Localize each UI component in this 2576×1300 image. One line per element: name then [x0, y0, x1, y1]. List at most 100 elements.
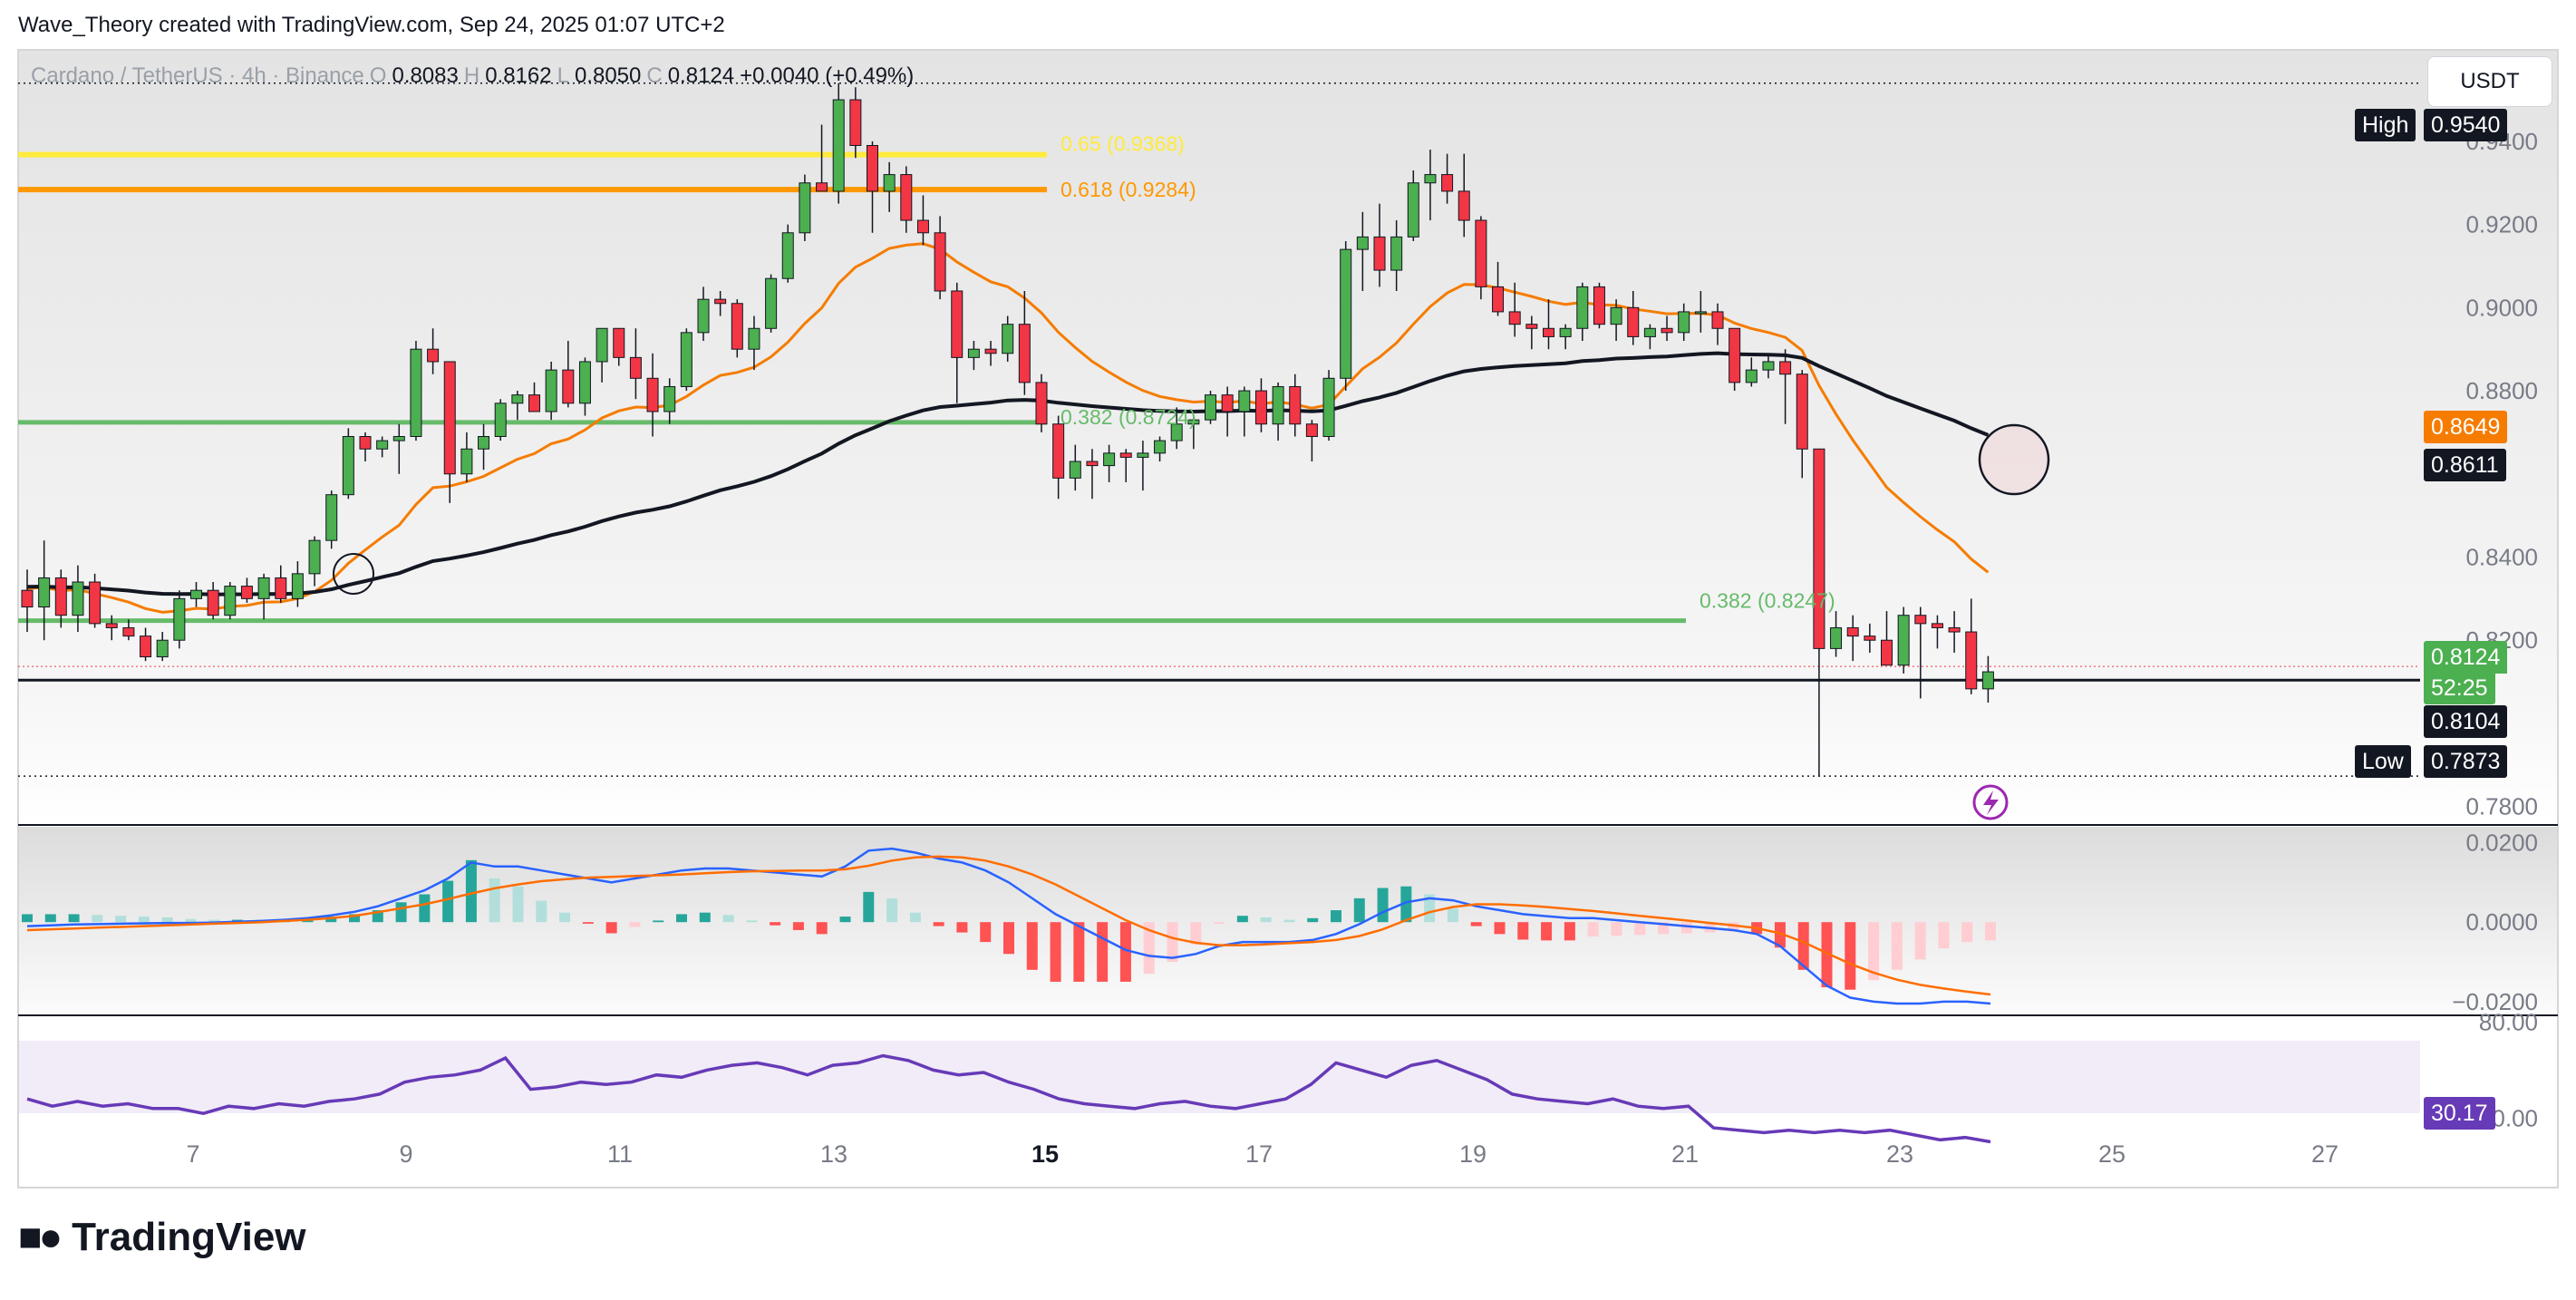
- time-axis-tick: 21: [1671, 1140, 1699, 1168]
- macd-histogram-bar: [1797, 922, 1809, 970]
- candle-body: [967, 348, 980, 358]
- candle-body: [1492, 286, 1505, 313]
- candle-body: [1018, 324, 1031, 383]
- macd-histogram-bar: [1353, 897, 1365, 923]
- candle-body: [478, 436, 490, 450]
- candle-body: [1069, 461, 1081, 479]
- macd-histogram-bar: [1470, 922, 1482, 926]
- candle-body: [1305, 423, 1318, 438]
- cross-circle-annotation: [333, 553, 374, 595]
- macd-histogram-bar: [1938, 922, 1950, 949]
- macd-histogram-bar: [746, 920, 758, 923]
- candle-body: [1729, 327, 1741, 383]
- macd-histogram-bar: [138, 917, 150, 923]
- price-pane-background: [18, 50, 2558, 823]
- candle-body: [951, 290, 964, 358]
- candle-body: [1238, 390, 1251, 412]
- macd-histogram-bar: [1914, 922, 1926, 960]
- candle-body: [1170, 423, 1183, 441]
- candle-body: [1593, 286, 1605, 325]
- candle-body: [275, 577, 287, 599]
- macd-histogram-bar: [489, 878, 500, 923]
- candle-body: [832, 99, 845, 192]
- candle-body: [1678, 311, 1690, 334]
- candle-body: [1052, 423, 1065, 479]
- macd-histogram-bar: [1143, 922, 1155, 975]
- macd-histogram-bar: [1119, 922, 1131, 982]
- candle-body: [1576, 286, 1589, 329]
- candle-body: [1864, 635, 1876, 641]
- fib-065-label: 0.65 (0.9368): [1060, 132, 1185, 156]
- macd-histogram-bar: [115, 916, 127, 923]
- macd-histogram-bar: [419, 894, 431, 923]
- candle-body: [1424, 174, 1437, 184]
- tradingview-logo-text: TradingView: [72, 1215, 306, 1259]
- candle-body: [410, 348, 422, 437]
- time-axis-tick: 7: [186, 1140, 199, 1168]
- candle-body: [1779, 361, 1792, 375]
- candle-body: [849, 99, 862, 146]
- open-label: O: [369, 63, 387, 88]
- fib-0382-upper-label: 0.382 (0.8724): [1060, 405, 1196, 429]
- candle-body: [443, 361, 456, 475]
- macd-histogram-bar: [1728, 922, 1739, 932]
- candle-body: [72, 581, 84, 616]
- candle-body: [1897, 615, 1910, 666]
- macd-histogram-bar: [1821, 922, 1833, 988]
- macd-histogram-bar: [1167, 922, 1178, 963]
- candle-body: [392, 436, 405, 441]
- macd-histogram-bar: [1774, 922, 1786, 948]
- symbol-title[interactable]: Cardano / TetherUS · 4h · Binance: [31, 63, 364, 88]
- candle-body: [714, 298, 727, 305]
- candle-body: [1931, 623, 1943, 628]
- candle-body: [54, 577, 67, 616]
- candle-body: [1154, 440, 1167, 454]
- rsi-line: [26, 1053, 1991, 1144]
- macd-histogram-bar: [161, 917, 173, 923]
- macd-histogram-bar: [676, 914, 687, 923]
- time-axis-tick: 25: [2098, 1140, 2126, 1168]
- tradingview-logo-icon: ■●: [18, 1215, 63, 1259]
- macd-histogram-bar: [1260, 917, 1272, 923]
- candle-body: [342, 436, 354, 496]
- candle-body: [460, 448, 473, 475]
- ema-line: [26, 242, 1990, 614]
- candle-body: [1846, 626, 1859, 637]
- candle-body: [663, 385, 676, 412]
- ma-price-tag: 0.8611: [2424, 449, 2506, 481]
- low-tag-value: 0.7873: [2424, 745, 2508, 778]
- macd-histogram-bar: [816, 922, 828, 935]
- candle-body: [1137, 452, 1149, 458]
- candle-body: [494, 403, 507, 437]
- macd-axis-tick: −0.0200: [2452, 988, 2538, 1015]
- macd-histogram-bar: [605, 922, 617, 934]
- candle-body: [629, 356, 642, 379]
- ohlc-legend: Cardano / TetherUS · 4h · Binance O 0.808…: [31, 63, 914, 89]
- rsi-value-tag: 30.17: [2424, 1097, 2495, 1130]
- macd-histogram-bar: [395, 902, 407, 923]
- currency-button[interactable]: USDT: [2427, 56, 2552, 107]
- candle-body: [596, 327, 608, 363]
- macd-histogram-bar: [1214, 922, 1225, 924]
- macd-histogram-bar: [839, 917, 851, 923]
- macd-histogram-bar: [792, 922, 804, 930]
- candle-body: [38, 577, 51, 608]
- candle-body: [934, 232, 946, 292]
- chart-caption: Wave_Theory created with TradingView.com…: [18, 13, 725, 37]
- rsi-band: [18, 1041, 2420, 1113]
- close-value: 0.8124: [667, 63, 735, 88]
- time-axis-tick: 15: [1031, 1140, 1059, 1168]
- macd-histogram-bar: [1236, 916, 1248, 923]
- candle-body: [765, 277, 778, 329]
- candle-body: [1796, 374, 1808, 450]
- tradingview-logo[interactable]: ■● TradingView: [18, 1215, 306, 1260]
- macd-axis-tick: 0.0000: [2465, 908, 2538, 936]
- lightning-icon: [1972, 784, 2009, 820]
- time-axis-tick: 23: [1886, 1140, 1913, 1168]
- candle-body: [883, 174, 896, 192]
- macd-histogram-bar: [536, 900, 547, 923]
- time-axis-tick: 13: [820, 1140, 847, 1168]
- macd-histogram-bar: [722, 915, 734, 923]
- candle-body: [1407, 182, 1419, 238]
